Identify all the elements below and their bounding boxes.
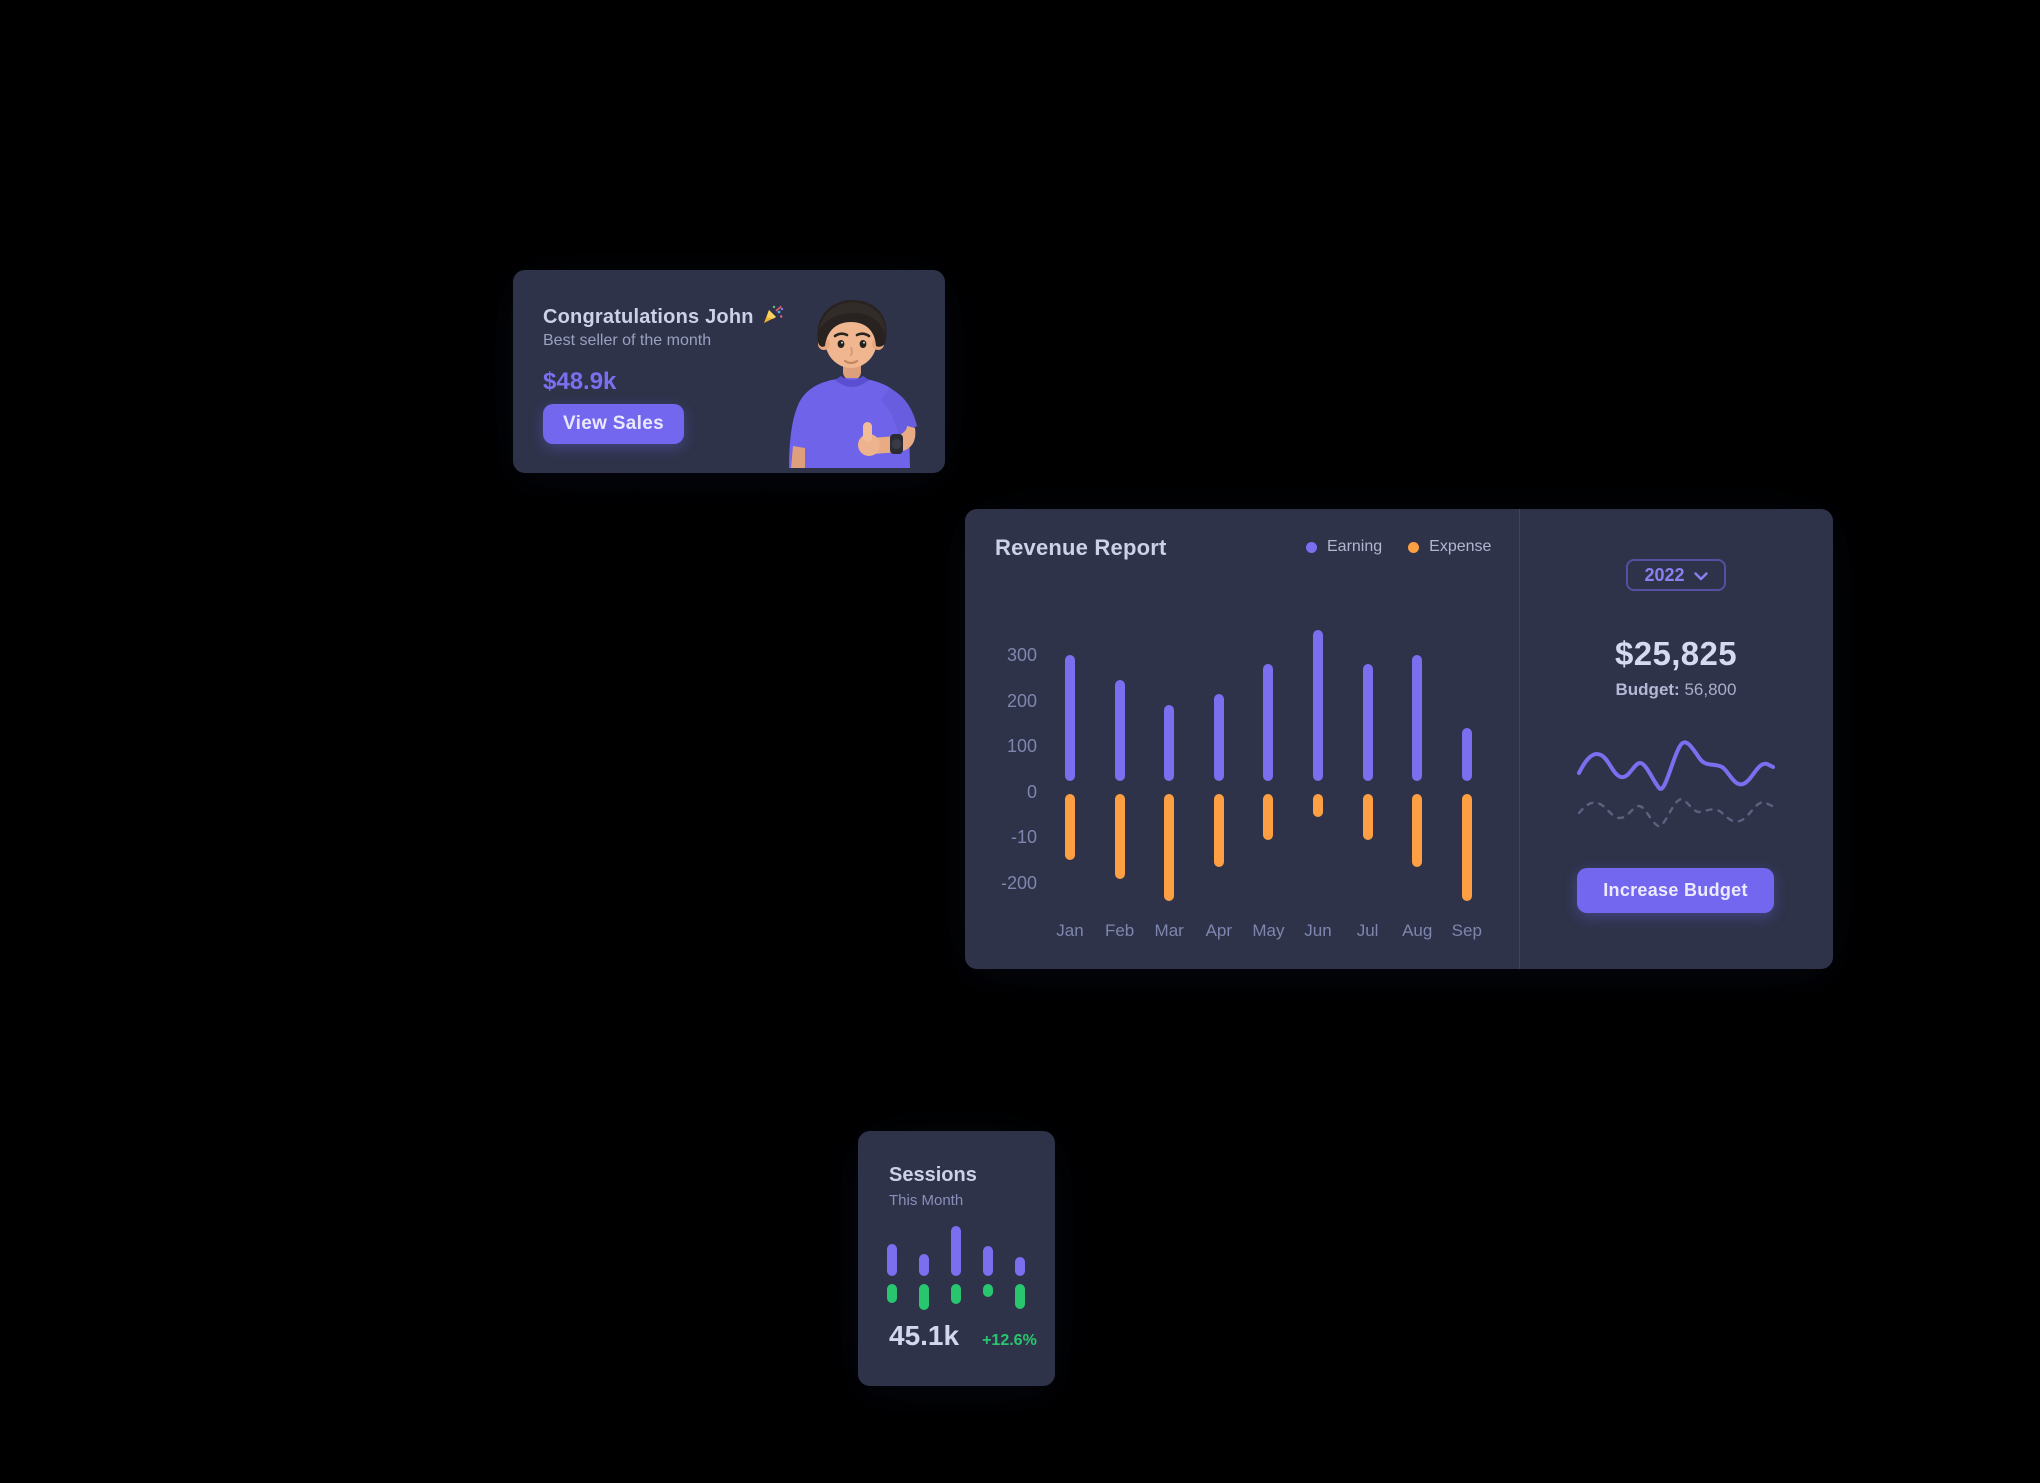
earning-bar[interactable] — [1114, 680, 1125, 781]
y-axis-tick: 200 — [1006, 690, 1037, 711]
expense-bar[interactable] — [1362, 794, 1373, 840]
session-bar-bottom[interactable] — [1014, 1284, 1025, 1309]
budget-panel: 2022 $25,825 Budget: 56,800 Increase Bud… — [1519, 509, 1833, 969]
year-select[interactable]: 2022 — [1626, 559, 1726, 591]
expense-bar[interactable] — [1461, 794, 1472, 902]
congrats-title: Congratulations John — [543, 303, 784, 331]
session-bar-bottom[interactable] — [950, 1284, 961, 1304]
expense-bar[interactable] — [1412, 794, 1423, 868]
earning-bar[interactable] — [1164, 705, 1175, 781]
earning-bar[interactable] — [1461, 728, 1472, 781]
x-axis-label: Jan — [1056, 921, 1084, 940]
session-bar-top[interactable] — [950, 1226, 961, 1276]
x-axis-label: Jun — [1304, 921, 1332, 940]
session-bar-bottom[interactable] — [887, 1284, 897, 1303]
session-bar-top[interactable] — [887, 1244, 897, 1276]
revenue-report-title: Revenue Report — [995, 535, 1167, 560]
expense-bar[interactable] — [1065, 794, 1075, 861]
earning-bar[interactable] — [1313, 630, 1323, 781]
congrats-amount: $48.9k — [543, 368, 617, 395]
legend-expense-label: Expense — [1429, 538, 1492, 555]
earning-bar[interactable] — [1263, 664, 1274, 781]
x-axis-label: Jul — [1356, 921, 1379, 940]
budget-line: Budget: 56,800 — [1519, 680, 1833, 700]
expense-bar[interactable] — [1114, 794, 1125, 879]
session-bar-bottom[interactable] — [982, 1284, 993, 1297]
y-axis-tick: 0 — [1026, 781, 1037, 802]
earning-bar[interactable] — [1213, 694, 1224, 781]
congrats-subtitle: Best seller of the month — [543, 332, 712, 349]
session-bar-top[interactable] — [918, 1254, 929, 1276]
legend-earning-label: Earning — [1327, 538, 1383, 555]
y-axis-tick: 300 — [1006, 645, 1037, 665]
budget-value: 56,800 — [1684, 680, 1737, 699]
earning-bar[interactable] — [1065, 655, 1075, 781]
sessions-title: Sessions — [889, 1164, 977, 1186]
x-axis-label: Sep — [1451, 921, 1482, 940]
sessions-stats: 45.1k +12.6% — [889, 1320, 1037, 1352]
session-bar-top[interactable] — [982, 1246, 993, 1276]
expense-bar[interactable] — [1313, 794, 1323, 818]
man-thumbs-up-illustration — [771, 296, 929, 473]
congrats-title-text: Congratulations John — [543, 305, 754, 328]
expense-bar[interactable] — [1213, 794, 1224, 868]
session-bar-bottom[interactable] — [918, 1284, 929, 1310]
budget-planned-line — [1577, 798, 1774, 828]
y-axis-tick: -10 — [1010, 827, 1037, 848]
legend-item-earning: Earning — [1306, 538, 1382, 556]
increase-budget-button[interactable]: Increase Budget — [1577, 868, 1774, 913]
earning-bar[interactable] — [1362, 664, 1373, 781]
view-sales-button[interactable]: View Sales — [543, 404, 684, 444]
x-axis-label: Aug — [1402, 921, 1433, 940]
expense-bar[interactable] — [1164, 794, 1175, 902]
chart-legend: Earning Expense — [1306, 538, 1491, 556]
x-axis-label: Mar — [1154, 921, 1184, 940]
sessions-card: Sessions This Month 45.1k +12.6% — [858, 1131, 1055, 1386]
sessions-delta-badge: +12.6% — [982, 1332, 1037, 1349]
x-axis-label: Apr — [1205, 921, 1233, 940]
vertical-divider — [1519, 509, 1520, 969]
x-axis-label: Feb — [1104, 921, 1135, 940]
congratulations-card: Congratulations John Best seller of the … — [513, 270, 945, 473]
revenue-bar-chart: 300 200 100 0 -10 -200 Jan Feb Mar Apr May Jun Jul A… — [965, 509, 1519, 969]
earning-bar[interactable] — [1412, 655, 1423, 781]
party-popper-icon — [762, 303, 784, 331]
year-select-value: 2022 — [1644, 564, 1685, 585]
budget-label: Budget: — [1615, 680, 1680, 699]
chevron-down-icon — [1693, 565, 1708, 586]
revenue-report-card: Revenue Report Earning Expense 300 200 100… — [965, 509, 1833, 969]
y-axis-tick: 100 — [1006, 736, 1037, 757]
sessions-value: 45.1k — [889, 1320, 960, 1351]
legend-item-expense: Expense — [1408, 538, 1491, 556]
expense-bar[interactable] — [1263, 794, 1274, 840]
sessions-subtitle: This Month — [889, 1192, 964, 1209]
x-axis-label: May — [1252, 921, 1285, 940]
session-bar-top[interactable] — [1014, 1257, 1025, 1276]
earning-dot-icon — [1306, 541, 1317, 553]
budget-actual-line — [1577, 740, 1775, 791]
budget-sparkline — [1576, 733, 1776, 844]
expense-dot-icon — [1408, 541, 1420, 553]
sessions-mini-chart — [858, 1131, 1055, 1386]
y-axis-tick: -200 — [1000, 873, 1037, 893]
total-amount: $25,825 — [1614, 635, 1738, 672]
